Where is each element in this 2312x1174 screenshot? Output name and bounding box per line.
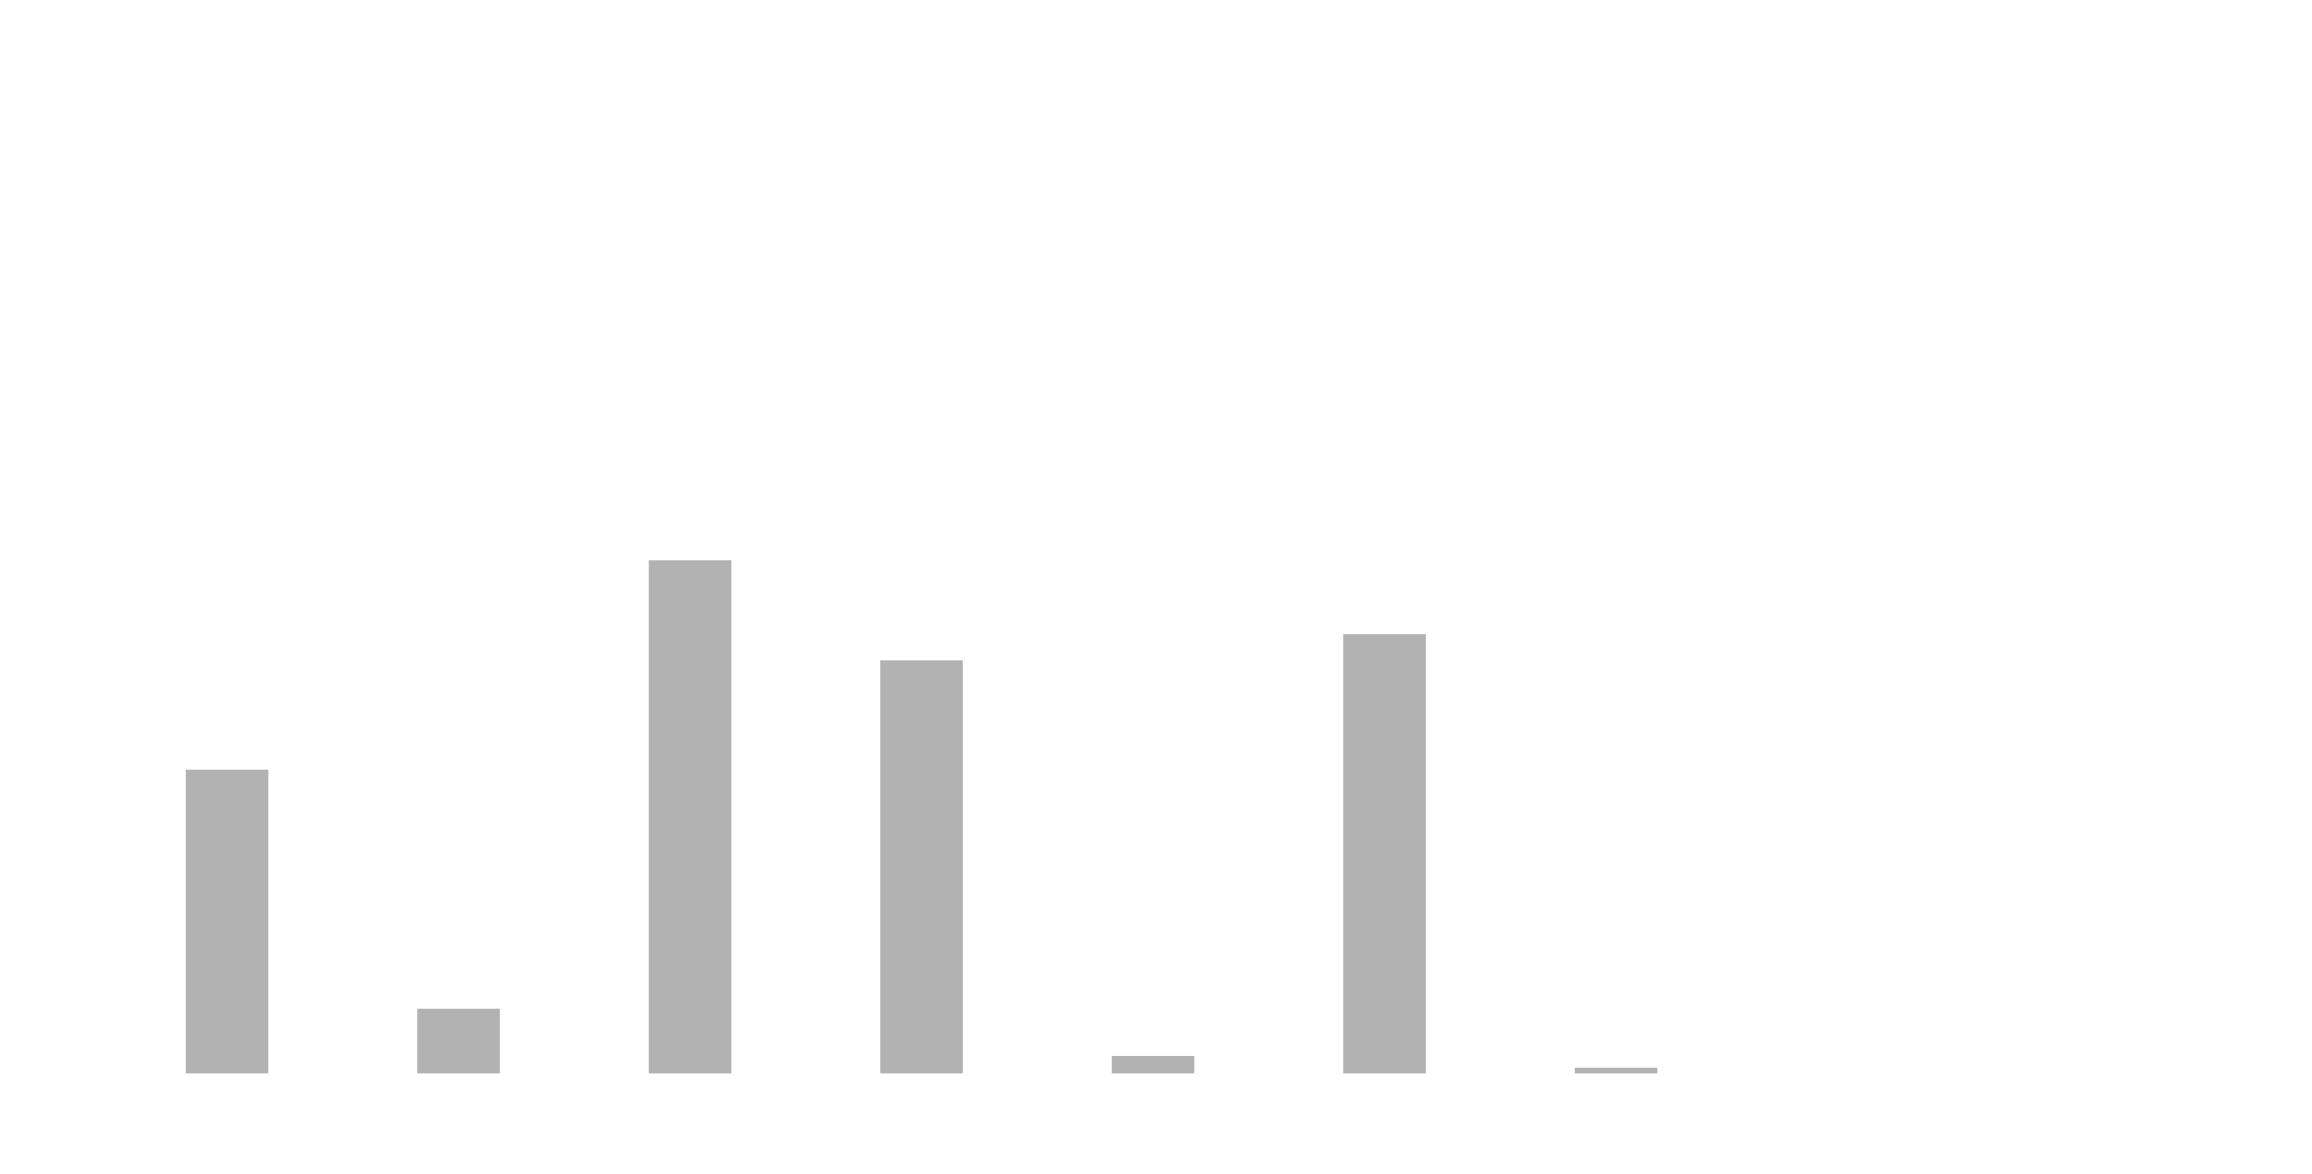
bar (648, 560, 732, 1074)
bar (1574, 1067, 1658, 1074)
bar (1343, 634, 1426, 1074)
bar (417, 1008, 500, 1074)
bar (1111, 1055, 1195, 1074)
bar (185, 769, 269, 1074)
bar (880, 660, 963, 1074)
